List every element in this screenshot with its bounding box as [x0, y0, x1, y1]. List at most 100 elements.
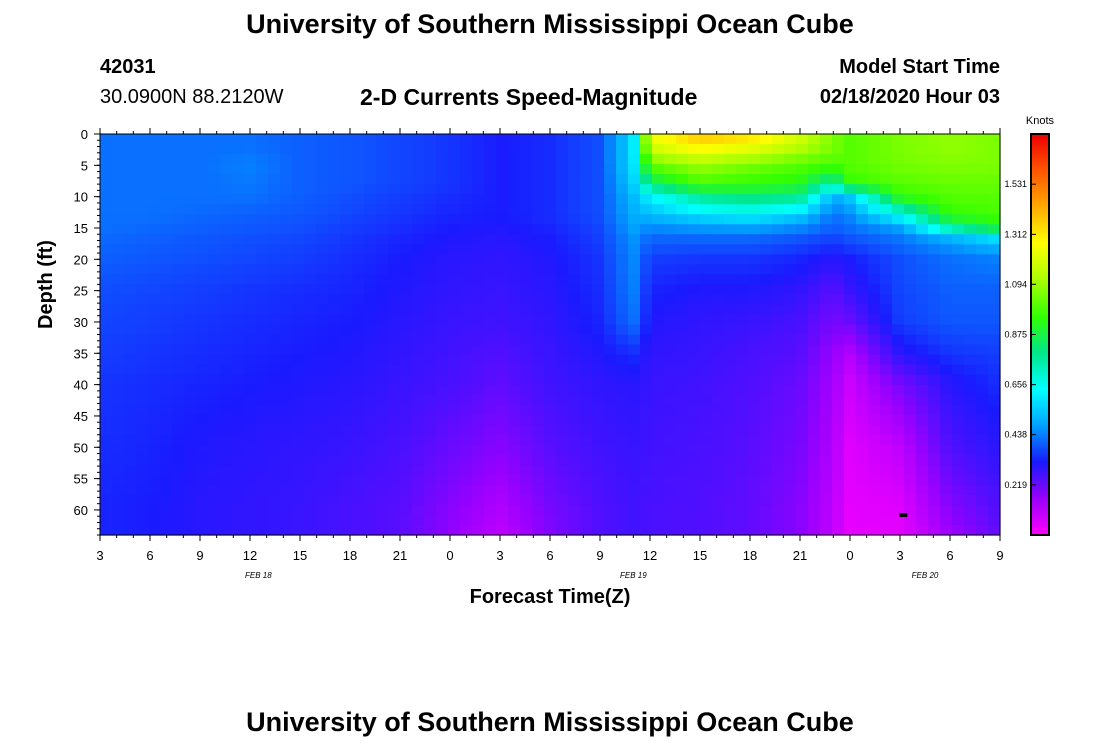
heat-cell: [916, 264, 929, 275]
heat-cell: [460, 474, 473, 486]
heat-cell: [652, 334, 665, 346]
heat-cell: [664, 504, 677, 516]
heat-cell: [988, 344, 1001, 356]
heat-cell: [928, 384, 941, 396]
heat-cell: [400, 414, 413, 426]
heat-cell: [892, 294, 905, 306]
heat-cell: [220, 364, 233, 376]
heat-cell: [316, 204, 329, 215]
heat-cell: [100, 194, 113, 205]
heat-cell: [172, 454, 185, 466]
heat-cell: [664, 144, 677, 155]
heat-cell: [832, 284, 845, 296]
heat-cell: [520, 434, 533, 446]
heat-cell: [148, 364, 161, 376]
heat-cell: [640, 274, 653, 285]
heat-cell: [652, 444, 665, 456]
heat-cell: [796, 384, 809, 396]
heat-cell: [304, 204, 317, 215]
heat-cell: [880, 194, 893, 205]
heat-cell: [376, 164, 389, 175]
heat-cell: [112, 294, 125, 306]
heat-cell: [280, 524, 293, 536]
heat-cell: [532, 204, 545, 215]
heat-cell: [928, 474, 941, 486]
heat-cell: [520, 254, 533, 265]
heat-cell: [196, 284, 209, 296]
heat-cell: [688, 144, 701, 155]
heat-cell: [556, 484, 569, 496]
heat-cell: [316, 464, 329, 476]
heat-cell: [520, 144, 533, 155]
heat-cell: [844, 204, 857, 215]
heat-cell: [316, 404, 329, 416]
heat-cell: [580, 144, 593, 155]
heat-cell: [700, 504, 713, 516]
heat-cell: [616, 314, 629, 326]
heat-cell: [988, 154, 1001, 165]
heat-cell: [436, 194, 449, 205]
heat-cell: [652, 204, 665, 215]
heat-cell: [712, 304, 725, 316]
heat-cell: [148, 344, 161, 356]
heat-cell: [772, 334, 785, 346]
heat-cell: [172, 204, 185, 215]
heat-cell: [112, 204, 125, 215]
heat-cell: [436, 524, 449, 536]
heat-cell: [388, 404, 401, 416]
heat-cell: [292, 334, 305, 346]
heat-cell: [172, 224, 185, 235]
heat-cell: [700, 404, 713, 416]
heat-cell: [148, 334, 161, 346]
date-label: FEB 20: [912, 571, 939, 580]
heat-cell: [628, 464, 641, 476]
heat-cell: [628, 444, 641, 456]
heat-cell: [892, 214, 905, 225]
heat-cell: [184, 284, 197, 296]
heat-cell: [220, 254, 233, 265]
heat-cell: [556, 384, 569, 396]
heat-cell: [364, 384, 377, 396]
heat-cell: [112, 374, 125, 386]
heat-cell: [832, 234, 845, 245]
heat-cell: [508, 444, 521, 456]
heat-cell: [460, 414, 473, 426]
heat-cell: [964, 304, 977, 316]
heat-cell: [160, 524, 173, 536]
heat-cell: [292, 454, 305, 466]
heat-cell: [844, 244, 857, 255]
heat-cell: [388, 254, 401, 265]
heat-cell: [412, 294, 425, 306]
heat-cell: [364, 424, 377, 436]
heat-cell: [136, 374, 149, 386]
heat-cell: [712, 424, 725, 436]
heat-cell: [220, 404, 233, 416]
heat-cell: [472, 404, 485, 416]
heat-cell: [172, 324, 185, 336]
heat-cell: [328, 224, 341, 235]
heat-cell: [544, 274, 557, 285]
heat-cell: [604, 284, 617, 296]
heat-cell: [172, 284, 185, 296]
heat-cell: [148, 384, 161, 396]
heat-cell: [832, 424, 845, 436]
heat-cell: [484, 364, 497, 376]
heat-cell: [976, 454, 989, 466]
heat-cell: [196, 354, 209, 366]
heat-cell: [124, 134, 137, 145]
heat-cell: [736, 294, 749, 306]
heat-cell: [856, 384, 869, 396]
heat-cell: [388, 224, 401, 235]
heat-cell: [616, 384, 629, 396]
heat-cell: [376, 214, 389, 225]
heat-cell: [688, 274, 701, 285]
heat-cell: [160, 444, 173, 456]
heat-cell: [700, 224, 713, 235]
heat-cell: [208, 324, 221, 336]
heat-cell: [928, 314, 941, 326]
heat-cell: [544, 254, 557, 265]
heat-cell: [412, 444, 425, 456]
heat-cell: [568, 194, 581, 205]
heat-cell: [460, 334, 473, 346]
heat-cell: [556, 254, 569, 265]
